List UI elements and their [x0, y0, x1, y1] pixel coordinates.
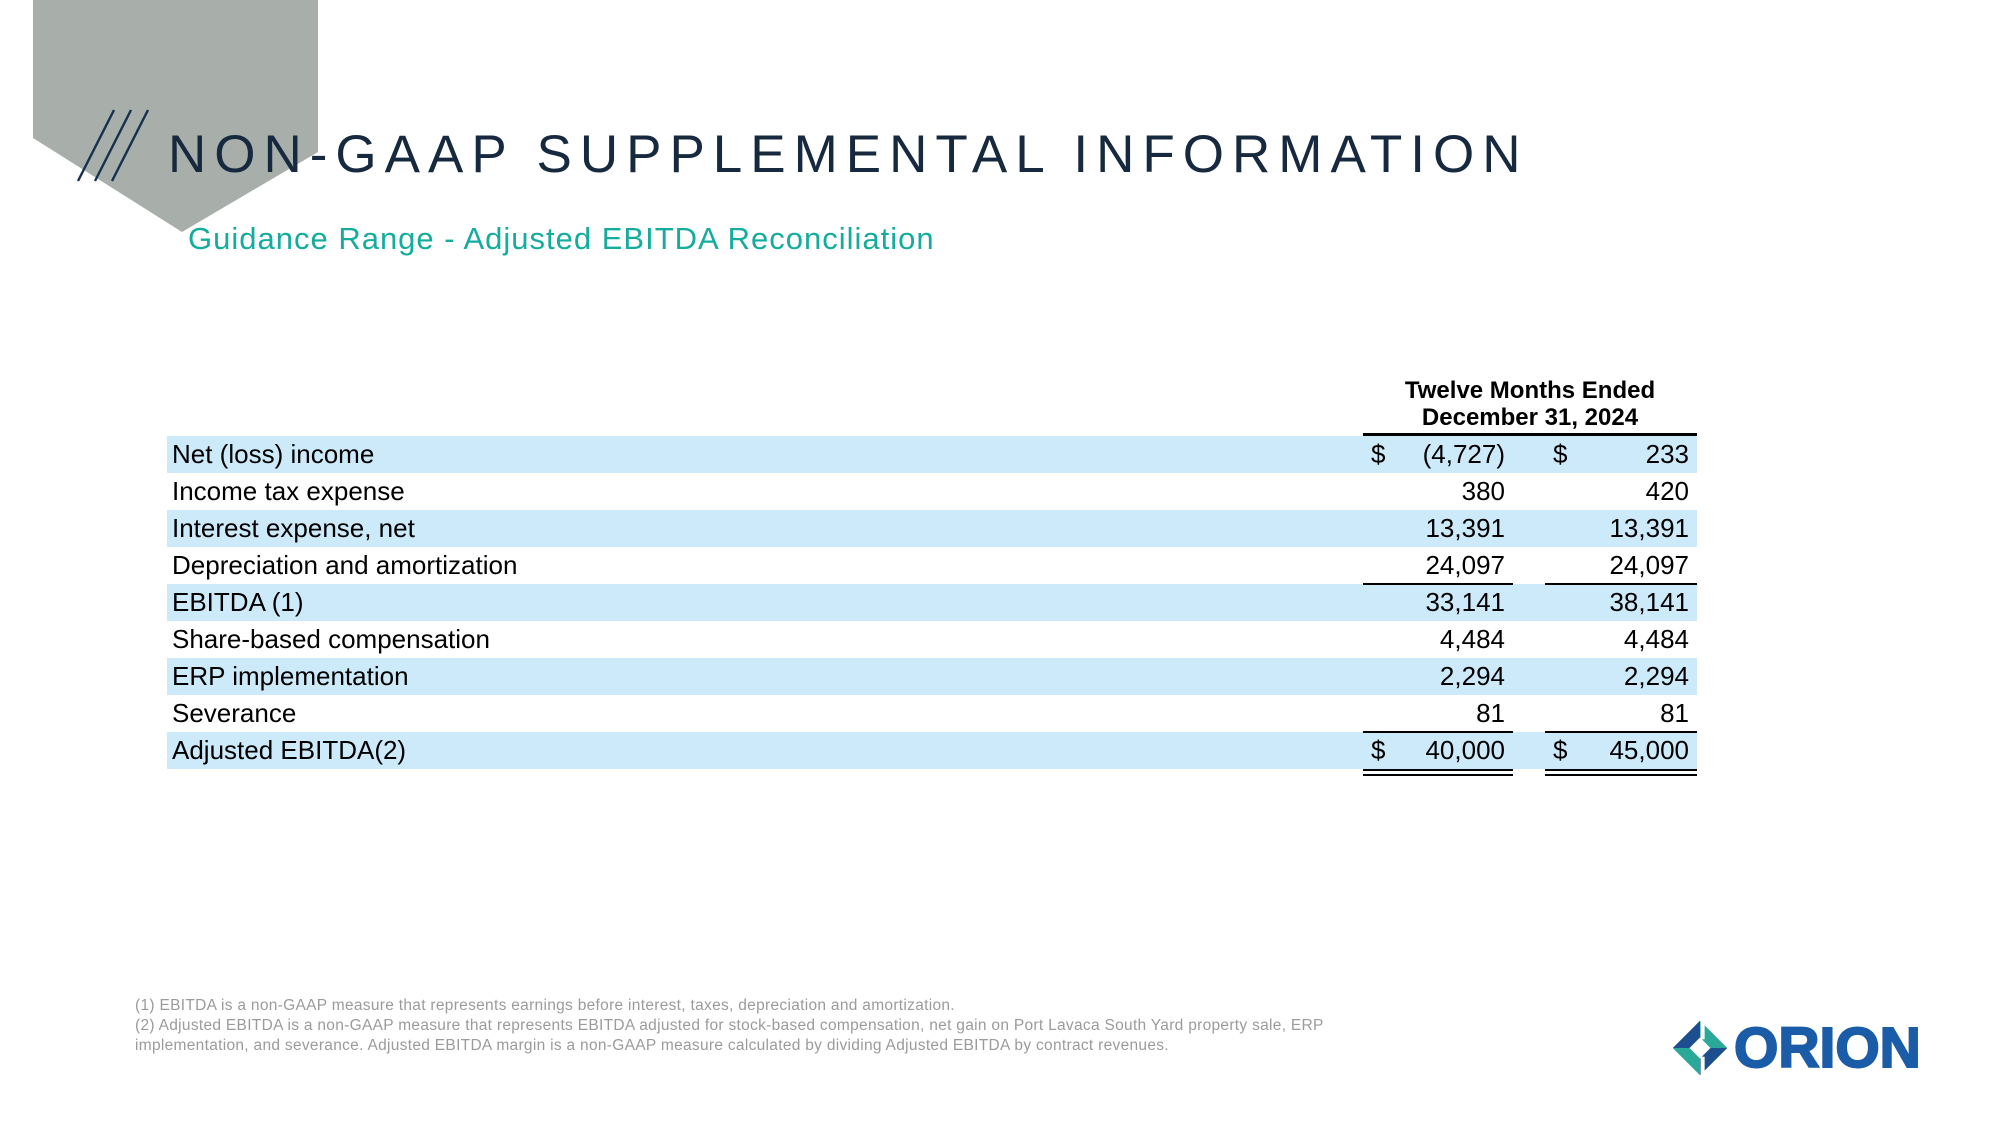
high-cell: 38,141 — [1545, 584, 1697, 621]
high-cell: 420 — [1545, 473, 1697, 510]
company-logo: ORION — [1671, 1016, 1922, 1080]
high-value: 38,141 — [1609, 587, 1689, 617]
period-header: Twelve Months Ended December 31, 2024 — [1363, 377, 1697, 431]
footnote-line-2: (2) Adjusted EBITDA is a non-GAAP measur… — [135, 1017, 1324, 1034]
low-value: 81 — [1476, 698, 1505, 728]
row-label: ERP implementation — [172, 661, 409, 691]
row-label: Interest expense, net — [172, 513, 415, 543]
row-label: Depreciation and amortization — [172, 550, 518, 580]
high-value: 2,294 — [1623, 661, 1689, 691]
high-cell: 81 — [1545, 695, 1697, 733]
high-value: 233 — [1645, 439, 1689, 469]
high-cell: $ 233 — [1545, 436, 1697, 473]
high-value: 420 — [1645, 476, 1689, 506]
low-cell: 33,141 — [1363, 584, 1513, 621]
high-cell: 24,097 — [1545, 547, 1697, 585]
low-cell: 81 — [1363, 695, 1513, 733]
page-subtitle: Guidance Range - Adjusted EBITDA Reconci… — [188, 221, 935, 256]
triple-slash-icon — [76, 109, 150, 182]
row-label: Net (loss) income — [172, 439, 375, 469]
high-value: 4,484 — [1623, 624, 1689, 654]
banner-pennant-shape — [33, 0, 318, 232]
high-value: 45,000 — [1609, 735, 1689, 765]
high-value: 81 — [1660, 698, 1689, 728]
footnotes: (1) EBITDA is a non-GAAP measure that re… — [135, 996, 1324, 1056]
dollar-sign: $ — [1553, 735, 1568, 765]
reconciliation-table: Twelve Months Ended December 31, 2024 Ne… — [167, 377, 1697, 776]
row-label: Income tax expense — [172, 476, 405, 506]
dollar-sign: $ — [1371, 439, 1386, 469]
low-value: 24,097 — [1425, 550, 1505, 580]
row-label: Severance — [172, 698, 297, 728]
footnote-line-1: (1) EBITDA is a non-GAAP measure that re… — [135, 997, 955, 1014]
low-value: 33,141 — [1425, 587, 1505, 617]
pennant-polygon — [33, 0, 318, 232]
high-cell: 4,484 — [1545, 621, 1697, 658]
row-label: Adjusted EBITDA(2) — [172, 735, 407, 765]
table-row: Share-based compensation 4,484 4,484 — [167, 621, 1697, 658]
page-title: NON-GAAP SUPPLEMENTAL INFORMATION — [168, 125, 1529, 184]
table-row: Severance 81 81 — [167, 695, 1697, 733]
table-row: Interest expense, net 13,391 13,391 — [167, 510, 1697, 547]
table-row: Depreciation and amortization 24,097 24,… — [167, 547, 1697, 585]
orion-logomark-icon — [1672, 1019, 1728, 1077]
low-value: 40,000 — [1425, 735, 1505, 765]
header-rule — [1363, 433, 1697, 436]
low-value: 4,484 — [1439, 624, 1505, 654]
low-cell: 380 — [1363, 473, 1513, 510]
high-cell: 2,294 — [1545, 658, 1697, 695]
high-cell: 13,391 — [1545, 510, 1697, 547]
high-cell: $ 45,000 — [1545, 732, 1697, 776]
table-row: EBITDA (1) 33,141 38,141 — [167, 584, 1697, 621]
low-cell: $ 40,000 — [1363, 732, 1513, 776]
low-value: 380 — [1461, 476, 1505, 506]
high-value: 13,391 — [1609, 513, 1689, 543]
orion-wordmark: ORION — [1733, 1016, 1922, 1080]
row-label: EBITDA (1) — [172, 587, 304, 617]
table-row: Income tax expense 380 420 — [167, 473, 1697, 510]
footnote-line-3: implementation, and severance. Adjusted … — [135, 1037, 1169, 1054]
low-value: 2,294 — [1439, 661, 1505, 691]
table-row: Net (loss) income $ (4,727) $ 233 — [167, 436, 1697, 473]
low-cell: 4,484 — [1363, 621, 1513, 658]
low-value: 13,391 — [1425, 513, 1505, 543]
low-cell: 24,097 — [1363, 547, 1513, 585]
period-header-line2: December 31, 2024 — [1421, 404, 1639, 431]
low-cell: 2,294 — [1363, 658, 1513, 695]
high-value: 24,097 — [1609, 550, 1689, 580]
table-row: ERP implementation 2,294 2,294 — [167, 658, 1697, 695]
row-label: Share-based compensation — [172, 624, 490, 654]
low-value: (4,727) — [1422, 439, 1505, 469]
period-header-line1: Twelve Months Ended — [1404, 377, 1656, 404]
low-cell: $ (4,727) — [1363, 436, 1513, 473]
dollar-sign: $ — [1553, 439, 1568, 469]
table-row-total: Adjusted EBITDA(2) $ 40,000 $ 45,000 — [167, 732, 1697, 776]
low-cell: 13,391 — [1363, 510, 1513, 547]
dollar-sign: $ — [1371, 735, 1386, 765]
